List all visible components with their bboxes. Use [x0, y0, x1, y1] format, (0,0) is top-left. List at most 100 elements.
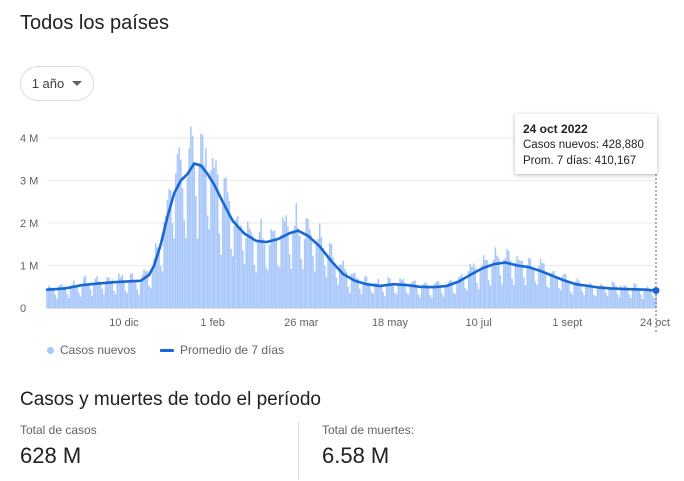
cases-bar: [114, 294, 117, 308]
cases-bar: [300, 259, 303, 308]
cases-bar: [119, 277, 122, 308]
period-dropdown[interactable]: 1 año: [20, 66, 94, 101]
cases-bar: [568, 280, 570, 308]
cases-bar: [377, 278, 380, 308]
cases-bar: [578, 280, 580, 308]
cases-bar: [195, 196, 197, 308]
cases-bar: [513, 285, 515, 308]
cases-bar: [479, 270, 482, 308]
cases-bar: [171, 223, 174, 308]
cases-bar: [223, 178, 226, 308]
cases-bar: [564, 273, 567, 308]
cases-bar: [335, 277, 338, 308]
cases-bar: [611, 281, 614, 308]
y-tick-label: 1 M: [20, 261, 38, 273]
cases-bar: [477, 289, 480, 308]
cases-bar: [323, 265, 326, 308]
cases-bar: [339, 264, 341, 308]
cases-bar: [240, 225, 242, 308]
cases-bar: [571, 294, 574, 308]
cases-bar: [409, 286, 411, 308]
cases-bar: [414, 280, 416, 308]
cases-bar: [400, 280, 403, 308]
cases-bar: [514, 262, 517, 308]
cases-bar: [245, 237, 247, 308]
cases-bar: [487, 280, 490, 308]
y-tick-label: 2 M: [20, 218, 38, 230]
cases-bar: [61, 284, 63, 308]
cases-bar: [161, 271, 164, 308]
cases-bar: [615, 285, 617, 308]
cases-bar: [554, 276, 557, 308]
cases-bar: [415, 284, 418, 308]
cases-bar: [151, 266, 154, 308]
cases-bar: [630, 297, 632, 308]
cases-bar: [591, 285, 594, 308]
cases-bar: [170, 190, 172, 308]
cases-bar: [275, 237, 277, 308]
cases-bar: [205, 148, 207, 308]
cases-bar: [489, 285, 492, 308]
cases-bar: [536, 284, 538, 308]
x-tick-label: 18 may: [372, 317, 409, 329]
cases-bar: [345, 271, 348, 308]
cases-bar: [529, 259, 532, 308]
cases-bar: [213, 167, 216, 308]
cases-bar: [126, 293, 129, 308]
cases-bar: [52, 288, 55, 308]
cases-bar: [471, 266, 473, 308]
cases-bar: [538, 266, 540, 308]
cases-bar: [439, 287, 441, 308]
cases-bar: [146, 270, 149, 308]
cases-chart[interactable]: 0 1 M 2 M 3 M 4 M 10 dic 1 feb 26 mar 18 may 10 …: [0, 110, 684, 335]
y-tick-label: 0: [20, 303, 26, 315]
cases-bar: [499, 275, 502, 308]
legend-cases-label: Casos nuevos: [60, 343, 137, 357]
cases-bar: [441, 293, 443, 308]
cases-bar: [357, 278, 359, 308]
cases-bar: [533, 270, 535, 308]
x-tick-label: 24 oct: [640, 317, 670, 329]
page-title: Todos los países: [20, 12, 169, 34]
cases-bar: [623, 285, 625, 308]
cases-bar: [257, 242, 259, 308]
cases-bar: [626, 290, 629, 308]
cases-bar: [298, 235, 301, 308]
cases-bar: [307, 218, 309, 308]
cases-bar: [235, 218, 237, 308]
cases-bar: [491, 264, 493, 308]
cases-bar: [350, 273, 353, 308]
avg-line: [45, 162, 658, 292]
cases-bar: [427, 286, 430, 308]
cases-bar: [66, 293, 68, 308]
total-deaths-label: Total de muertes:: [322, 423, 415, 437]
cases-bar: [426, 283, 428, 308]
cases-bar: [586, 284, 589, 308]
cases-bar: [419, 297, 421, 308]
cases-bar: [49, 287, 52, 308]
cases-bar: [168, 189, 170, 308]
stats-divider: [298, 422, 299, 480]
cases-bar: [156, 247, 159, 308]
cases-bar: [210, 170, 212, 308]
cases-bar: [46, 288, 48, 308]
cases-bar: [589, 283, 592, 308]
cases-bar: [252, 235, 254, 308]
cases-bar: [310, 234, 313, 308]
cases-bar: [442, 296, 445, 308]
cases-bar: [516, 256, 518, 308]
cases-bar: [484, 260, 487, 308]
cases-bar: [69, 286, 72, 308]
cases-bar: [340, 264, 343, 308]
cases-bar: [118, 273, 120, 308]
cases-bar: [511, 278, 513, 308]
cases-bar: [165, 215, 167, 308]
cases-bar: [372, 293, 375, 308]
cases-bar: [496, 255, 498, 308]
cases-bar: [73, 280, 75, 308]
cases-bar: [384, 296, 386, 308]
cases-bar: [121, 275, 124, 308]
cases-bar: [180, 159, 182, 308]
cases-bar: [83, 277, 85, 308]
cases-bar: [198, 162, 201, 308]
